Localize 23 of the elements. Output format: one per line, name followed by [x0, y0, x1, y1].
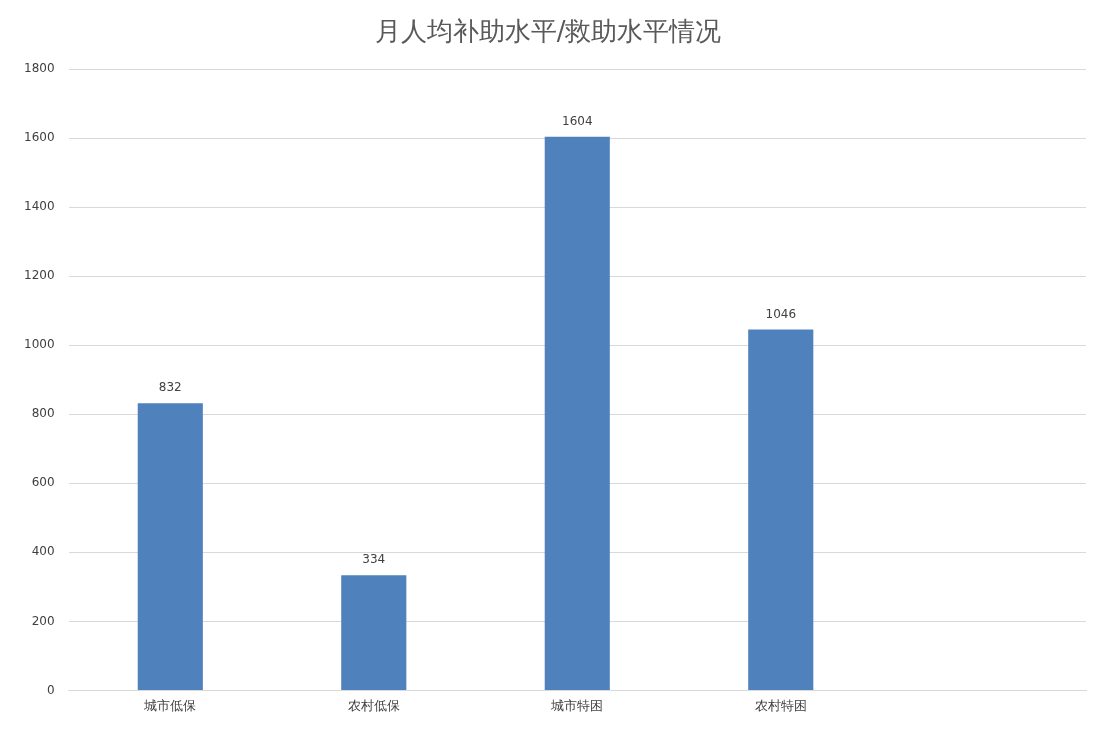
y-tick-label: 0: [46, 682, 55, 697]
y-tick-label: 1400: [23, 199, 55, 214]
y-tick-label: 200: [31, 613, 55, 628]
data-label: 1604: [562, 113, 593, 128]
data-label: 832: [158, 380, 182, 395]
y-tick-label: 1200: [23, 268, 55, 283]
y-tick-label: 600: [31, 475, 55, 490]
bar: [341, 575, 407, 690]
y-tick-label: 800: [31, 406, 55, 421]
x-tick-label: 农村低保: [347, 697, 400, 713]
chart-title: 月人均补助水平/救助水平情况: [374, 16, 722, 47]
bar: [544, 136, 610, 690]
bar: [748, 329, 814, 690]
x-tick-label: 农村特困: [754, 697, 807, 713]
x-tick-label: 城市低保: [143, 697, 197, 713]
y-tick-label: 400: [31, 544, 55, 559]
data-label: 1046: [765, 306, 797, 321]
data-label: 334: [362, 552, 386, 567]
x-tick-label: 城市特困: [550, 697, 604, 713]
y-tick-label: 1800: [23, 61, 55, 76]
y-tick-label: 1000: [23, 337, 55, 352]
y-tick-label: 1600: [23, 130, 55, 145]
bar: [137, 403, 203, 690]
